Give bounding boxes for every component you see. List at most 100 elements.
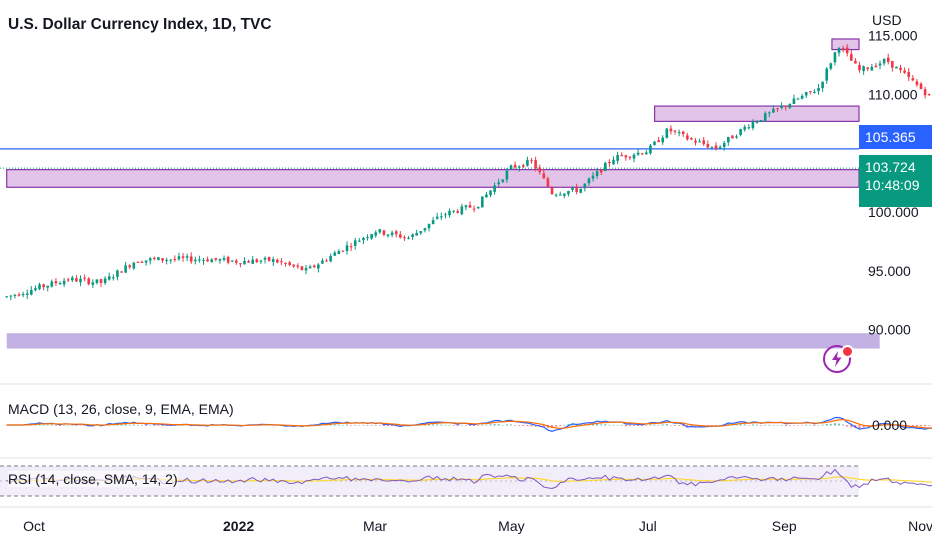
macd-histogram-bar	[67, 424, 70, 426]
candle-body	[862, 66, 865, 72]
candle-body	[653, 141, 656, 146]
macd-label[interactable]: MACD (13, 26, close, 9, EMA, EMA)	[8, 401, 234, 417]
currency-label: USD	[872, 12, 902, 28]
candle-body	[513, 164, 517, 168]
macd-histogram-bar	[776, 424, 779, 426]
candle-body	[181, 256, 185, 258]
macd-histogram-bar	[428, 424, 431, 426]
macd-histogram-bar	[124, 424, 127, 426]
candle-body	[452, 210, 455, 212]
candle-body	[604, 162, 607, 171]
candle-body	[792, 98, 796, 105]
candle-body	[157, 257, 160, 261]
macd-histogram-bar	[555, 425, 558, 427]
candle-body	[690, 138, 693, 140]
candle-body	[423, 228, 427, 231]
candle-body	[755, 121, 759, 123]
macd-histogram-bar	[116, 424, 119, 426]
candle-body	[595, 171, 599, 176]
macd-histogram-bar	[649, 424, 652, 426]
candle-body	[148, 258, 152, 261]
candle-body	[42, 284, 45, 288]
macd-histogram-bar	[674, 425, 677, 426]
candle-body	[526, 159, 529, 166]
macd-histogram-bar	[136, 425, 139, 426]
macd-histogram-bar	[497, 424, 500, 426]
candle-body	[677, 132, 681, 134]
candle-body	[99, 279, 103, 283]
candle-body	[407, 237, 410, 239]
candle-body	[189, 256, 193, 262]
chart-title: U.S. Dollar Currency Index, 1D, TVC	[8, 16, 272, 33]
candle-body	[718, 146, 722, 149]
macd-histogram-bar	[653, 424, 656, 426]
x-tick-label: Nov	[908, 518, 932, 534]
candle-body	[542, 173, 546, 179]
macd-histogram-bar	[661, 424, 664, 426]
macd-histogram-bar	[489, 424, 492, 426]
candle-body	[534, 160, 537, 169]
candle-body	[394, 231, 398, 235]
macd-histogram-bar	[485, 424, 488, 426]
candle-body	[87, 278, 91, 285]
candle-body	[886, 57, 890, 63]
macd-histogram-bar	[756, 424, 759, 426]
macd-histogram-bar	[690, 425, 693, 427]
candle-body	[522, 165, 525, 167]
macd-histogram-bar	[481, 424, 484, 426]
candle-body	[112, 277, 115, 279]
candle-body	[669, 128, 673, 132]
lightning-icon[interactable]	[823, 345, 851, 373]
candle-body	[825, 68, 829, 81]
macd-histogram-bar	[341, 424, 344, 426]
last-price-tag: 103.724 10:48:09	[859, 155, 932, 207]
candle-body	[497, 182, 501, 185]
macd-histogram-bar	[833, 423, 836, 426]
candle-body	[284, 262, 287, 264]
candle-body	[501, 179, 505, 182]
macd-histogram-bar	[59, 425, 62, 426]
candle-body	[173, 259, 177, 261]
candle-body	[587, 178, 591, 184]
candle-body	[58, 283, 62, 285]
candle-body	[321, 260, 324, 264]
macd-histogram-bar	[797, 425, 800, 426]
candle-body	[624, 155, 628, 158]
candle-body	[550, 187, 554, 195]
candle-body	[468, 205, 472, 208]
band-zone	[6, 333, 880, 349]
candle-body	[829, 63, 833, 69]
candle-body	[751, 122, 755, 129]
candle-body	[673, 130, 677, 132]
candle-body	[903, 70, 906, 73]
countdown-value: 10:48:09	[865, 177, 920, 193]
macd-histogram-bar	[382, 425, 385, 427]
rsi-label[interactable]: RSI (14, close, SMA, 14, 2)	[8, 471, 178, 487]
candle-body	[809, 91, 812, 93]
candle-body	[489, 190, 492, 196]
macd-histogram-bar	[34, 424, 37, 426]
candle-body	[54, 281, 58, 284]
candle-body	[919, 83, 923, 89]
candle-body	[263, 257, 267, 260]
candle-body	[854, 60, 857, 64]
candle-body	[780, 106, 783, 108]
candle-body	[460, 206, 464, 215]
candle-body	[763, 113, 767, 121]
candle-body	[612, 159, 615, 165]
candle-body	[194, 259, 197, 262]
y-tick-label: 100.000	[868, 204, 919, 220]
candle-body	[38, 284, 41, 290]
level-price-tag: 105.365	[859, 125, 932, 149]
candle-body	[698, 141, 701, 143]
macd-histogram-bar	[354, 424, 357, 426]
macd-histogram-bar	[452, 425, 455, 426]
candle-body	[222, 258, 226, 260]
supply-demand-zone	[6, 169, 860, 188]
macd-histogram-bar	[780, 424, 783, 426]
candle-body	[214, 258, 218, 260]
x-tick-label: Mar	[363, 518, 387, 534]
macd-histogram-bar	[825, 423, 828, 426]
